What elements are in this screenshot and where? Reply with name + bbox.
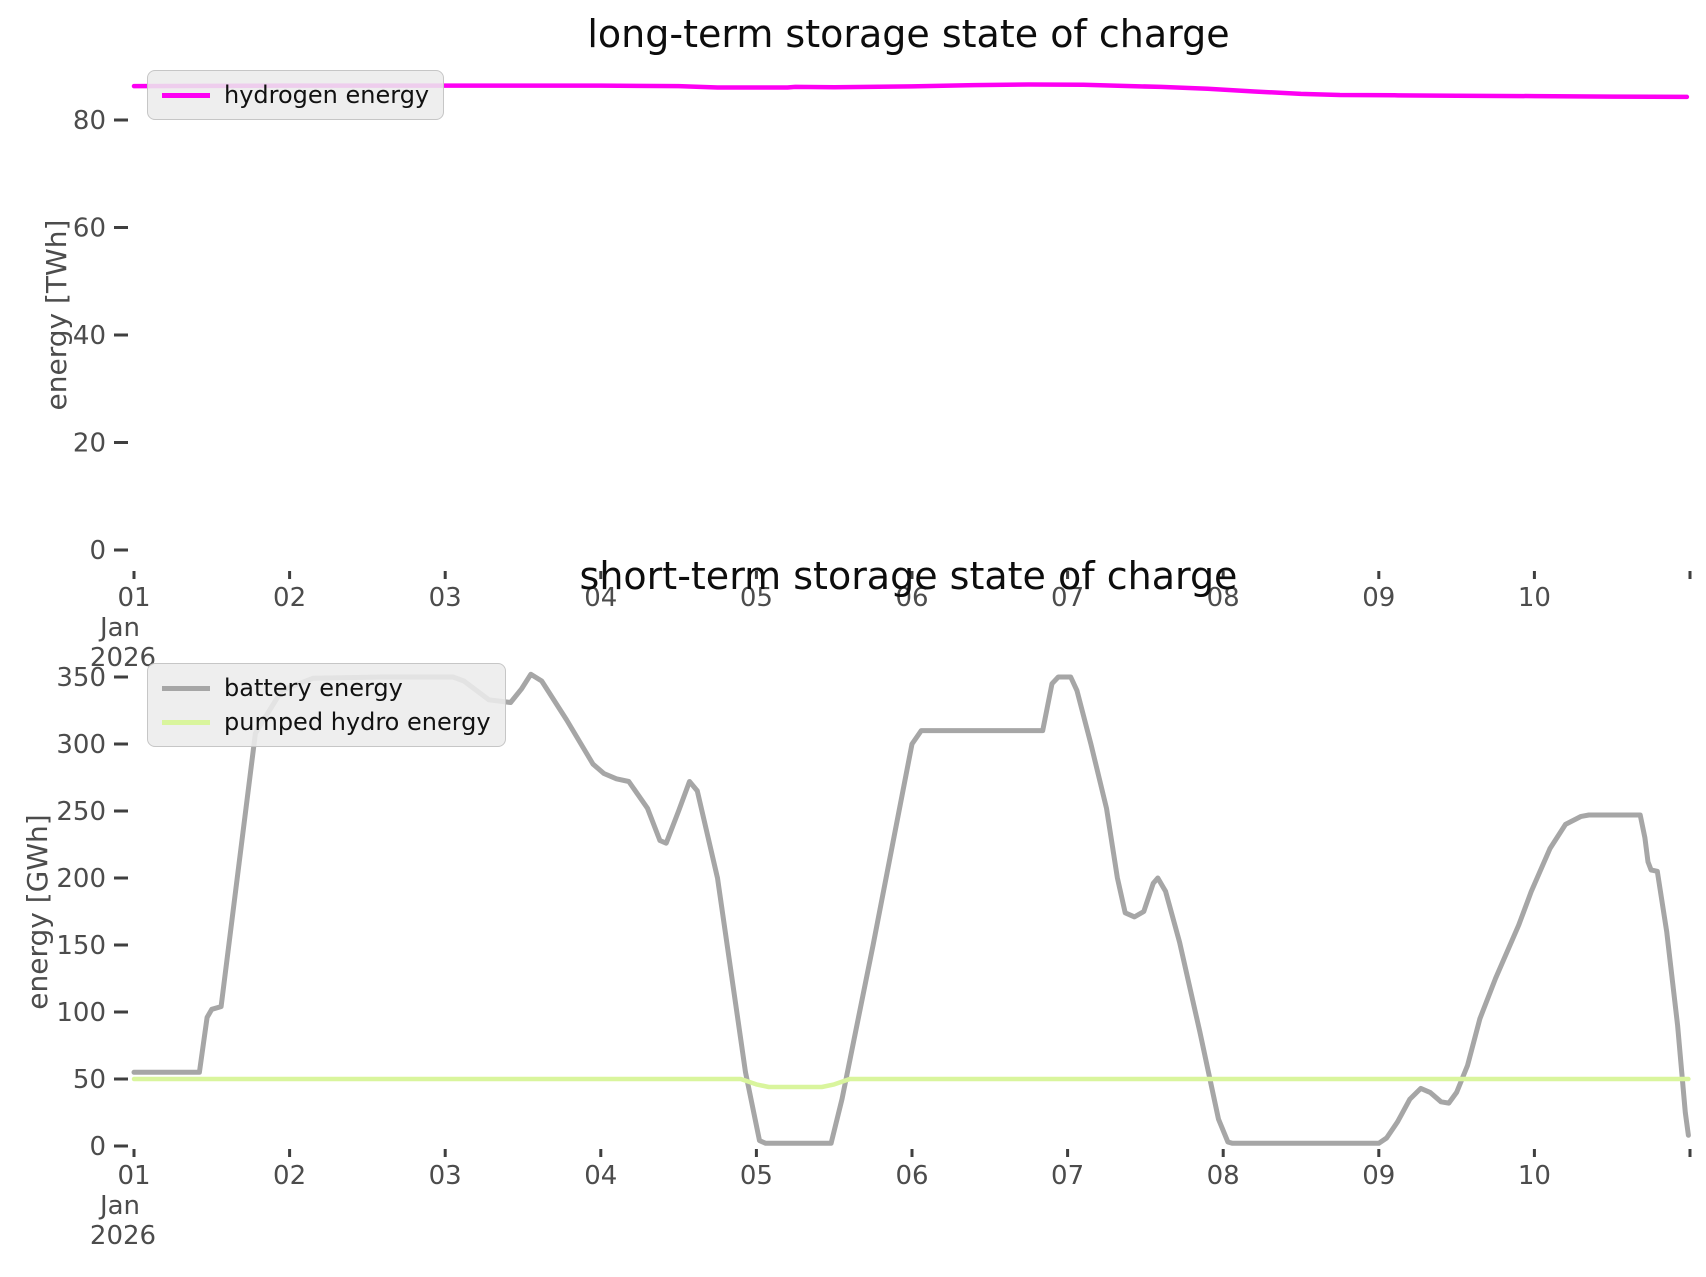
y-tick-label: 20 bbox=[73, 429, 106, 459]
y-tick-label: 0 bbox=[89, 536, 106, 566]
legend-label: pumped hydro energy bbox=[224, 708, 491, 736]
y-tick-label: 60 bbox=[73, 214, 106, 244]
legend-label: battery energy bbox=[224, 674, 403, 702]
y-tick-label: 50 bbox=[73, 1065, 106, 1095]
y-tick-label: 200 bbox=[56, 864, 106, 894]
hydrogen-energy-swatch bbox=[162, 92, 210, 98]
x-tick-label: 05 bbox=[740, 583, 773, 613]
x-tick-label: 02 bbox=[273, 1161, 306, 1191]
y-tick-label: 100 bbox=[56, 998, 106, 1028]
x-axis-year-label: 2026 bbox=[90, 643, 156, 673]
short-term-y-axis-label: energy [GWh] bbox=[21, 814, 54, 1010]
x-tick-label: 04 bbox=[584, 583, 617, 613]
long-term-chart-title: long-term storage state of charge bbox=[587, 12, 1230, 56]
series-line-hydrogen-energy bbox=[131, 82, 1690, 100]
x-tick-label: 01 bbox=[117, 583, 150, 613]
short-term-legend: battery energy pumped hydro energy bbox=[147, 663, 506, 747]
x-axis-month-label: Jan bbox=[98, 613, 140, 643]
x-axis-month-label: Jan bbox=[98, 1191, 140, 1221]
y-tick-label: 80 bbox=[73, 106, 106, 136]
long-term-legend: hydrogen energy bbox=[147, 70, 445, 120]
x-tick-label: 08 bbox=[1207, 1161, 1240, 1191]
legend-item-battery-energy: battery energy bbox=[162, 671, 491, 705]
short-term-chart-title: short-term storage state of charge bbox=[579, 554, 1238, 598]
legend-item-hydrogen-energy: hydrogen energy bbox=[162, 78, 429, 112]
x-tick-label: 02 bbox=[273, 583, 306, 613]
x-axis-year-label: 2026 bbox=[90, 1221, 156, 1251]
long-term-y-axis-label: energy [TWh] bbox=[40, 219, 73, 411]
x-tick-label: 03 bbox=[429, 583, 462, 613]
x-tick-label: 05 bbox=[740, 1161, 773, 1191]
series-line-battery-energy bbox=[131, 671, 1691, 1146]
legend-label: hydrogen energy bbox=[224, 81, 430, 109]
battery-energy-swatch bbox=[162, 685, 210, 691]
y-tick-label: 350 bbox=[56, 663, 106, 693]
series-line-pumped-hydro-energy bbox=[131, 1076, 1691, 1090]
legend-item-pumped-hydro-energy: pumped hydro energy bbox=[162, 705, 491, 739]
y-tick-label: 40 bbox=[73, 321, 106, 351]
pumped-hydro-energy-swatch bbox=[162, 719, 210, 725]
x-tick-label: 07 bbox=[1051, 1161, 1084, 1191]
y-tick-label: 0 bbox=[89, 1132, 106, 1162]
y-tick-label: 250 bbox=[56, 797, 106, 827]
x-tick-label: 01 bbox=[117, 1161, 150, 1191]
x-tick-label: 04 bbox=[584, 1161, 617, 1191]
x-tick-label: 06 bbox=[895, 583, 928, 613]
y-tick-label: 300 bbox=[56, 730, 106, 760]
x-tick-label: 07 bbox=[1051, 583, 1084, 613]
x-tick-label: 10 bbox=[1518, 583, 1551, 613]
x-tick-label: 08 bbox=[1207, 583, 1240, 613]
x-tick-label: 10 bbox=[1518, 1161, 1551, 1191]
x-tick-label: 03 bbox=[429, 1161, 462, 1191]
y-tick-label: 150 bbox=[56, 931, 106, 961]
x-tick-label: 09 bbox=[1362, 1161, 1395, 1191]
x-tick-label: 09 bbox=[1362, 583, 1395, 613]
x-tick-label: 06 bbox=[895, 1161, 928, 1191]
